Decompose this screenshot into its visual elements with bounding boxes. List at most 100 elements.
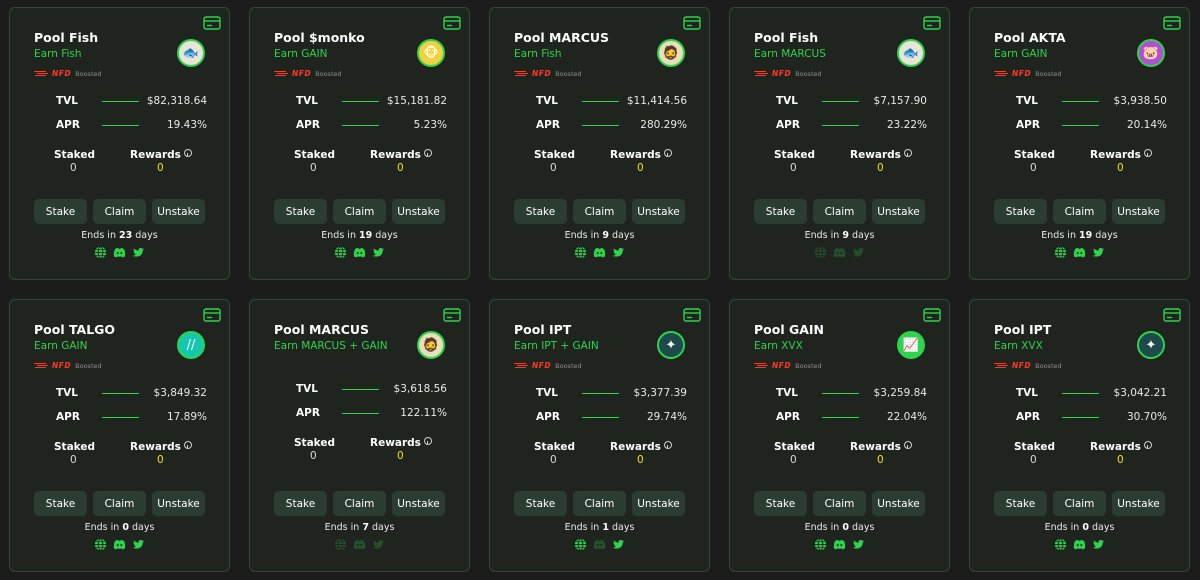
globe-icon[interactable]	[1054, 538, 1067, 551]
unstake-button[interactable]: Unstake	[152, 491, 205, 516]
discord-icon[interactable]	[593, 538, 606, 551]
credit-card-icon[interactable]	[203, 16, 221, 30]
token-glyph: 🐵	[423, 45, 439, 61]
boost-badge: NFD Boosted	[754, 361, 822, 370]
ends-days: 9	[842, 230, 849, 241]
stake-button[interactable]: Stake	[754, 491, 807, 516]
akta-token-icon: 🐷	[1137, 39, 1165, 67]
twitter-icon[interactable]	[612, 538, 625, 551]
discord-icon[interactable]	[353, 538, 366, 551]
stake-button[interactable]: Stake	[514, 199, 567, 224]
claim-button[interactable]: Claim	[813, 199, 866, 224]
info-icon[interactable]	[1143, 441, 1152, 449]
stake-button[interactable]: Stake	[994, 491, 1047, 516]
tvl-label: TVL	[1016, 95, 1038, 107]
discord-icon[interactable]	[833, 246, 846, 259]
apr-label: APR	[56, 411, 80, 423]
stake-button[interactable]: Stake	[514, 491, 567, 516]
globe-icon[interactable]	[334, 538, 347, 551]
apr-label: APR	[1016, 119, 1040, 131]
credit-card-icon[interactable]	[1163, 16, 1181, 30]
claim-button[interactable]: Claim	[1053, 491, 1106, 516]
info-icon[interactable]	[423, 149, 432, 157]
twitter-icon[interactable]	[612, 246, 625, 259]
twitter-icon[interactable]	[372, 246, 385, 259]
claim-button[interactable]: Claim	[93, 199, 146, 224]
twitter-icon[interactable]	[852, 246, 865, 259]
twitter-icon[interactable]	[852, 538, 865, 551]
credit-card-icon[interactable]	[443, 16, 461, 30]
staked-value: 0	[790, 162, 797, 174]
discord-icon[interactable]	[593, 246, 606, 259]
claim-button[interactable]: Claim	[93, 491, 146, 516]
globe-icon[interactable]	[814, 538, 827, 551]
unstake-button[interactable]: Unstake	[632, 491, 685, 516]
stake-button[interactable]: Stake	[274, 491, 327, 516]
claim-button[interactable]: Claim	[333, 199, 386, 224]
info-icon[interactable]	[423, 437, 432, 445]
info-icon[interactable]	[663, 441, 672, 449]
claim-button[interactable]: Claim	[1053, 199, 1106, 224]
unstake-button[interactable]: Unstake	[1112, 491, 1165, 516]
info-icon[interactable]	[183, 441, 192, 449]
info-icon[interactable]	[1143, 149, 1152, 157]
social-links	[490, 538, 709, 551]
credit-card-icon[interactable]	[923, 308, 941, 322]
globe-icon[interactable]	[1054, 246, 1067, 259]
discord-icon[interactable]	[353, 246, 366, 259]
twitter-icon[interactable]	[132, 538, 145, 551]
credit-card-icon[interactable]	[1163, 308, 1181, 322]
info-icon[interactable]	[663, 149, 672, 157]
discord-icon[interactable]	[833, 538, 846, 551]
claim-button[interactable]: Claim	[573, 199, 626, 224]
claim-button[interactable]: Claim	[573, 491, 626, 516]
unstake-button[interactable]: Unstake	[872, 199, 925, 224]
discord-icon[interactable]	[1073, 246, 1086, 259]
apr-divider	[582, 417, 619, 418]
info-icon[interactable]	[183, 149, 192, 157]
unstake-button[interactable]: Unstake	[392, 199, 445, 224]
social-links	[10, 246, 229, 259]
credit-card-icon[interactable]	[443, 308, 461, 322]
tvl-divider	[822, 393, 859, 394]
twitter-icon[interactable]	[132, 246, 145, 259]
globe-icon[interactable]	[574, 538, 587, 551]
globe-icon[interactable]	[94, 246, 107, 259]
stake-button[interactable]: Stake	[994, 199, 1047, 224]
unstake-button[interactable]: Unstake	[392, 491, 445, 516]
globe-icon[interactable]	[94, 538, 107, 551]
token-glyph: 🐷	[1142, 45, 1160, 61]
stake-button[interactable]: Stake	[34, 491, 87, 516]
credit-card-icon[interactable]	[683, 308, 701, 322]
rewards-text: Rewards	[610, 441, 661, 453]
credit-card-icon[interactable]	[203, 308, 221, 322]
credit-card-icon[interactable]	[923, 16, 941, 30]
globe-icon[interactable]	[574, 246, 587, 259]
claim-button[interactable]: Claim	[333, 491, 386, 516]
unstake-button[interactable]: Unstake	[1112, 199, 1165, 224]
discord-icon[interactable]	[113, 538, 126, 551]
social-links	[250, 538, 469, 551]
discord-icon[interactable]	[1073, 538, 1086, 551]
tvl-divider	[1062, 101, 1099, 102]
info-icon[interactable]	[903, 149, 912, 157]
fish-token-icon: 🐟	[897, 39, 925, 67]
info-icon[interactable]	[903, 441, 912, 449]
stake-button[interactable]: Stake	[274, 199, 327, 224]
boosted-label: Boosted	[555, 69, 582, 78]
stake-button[interactable]: Stake	[754, 199, 807, 224]
twitter-icon[interactable]	[1092, 246, 1105, 259]
discord-icon[interactable]	[113, 246, 126, 259]
unstake-button[interactable]: Unstake	[632, 199, 685, 224]
claim-button[interactable]: Claim	[813, 491, 866, 516]
unstake-button[interactable]: Unstake	[152, 199, 205, 224]
boost-tag: NFD	[532, 361, 552, 370]
stake-button[interactable]: Stake	[34, 199, 87, 224]
credit-card-icon[interactable]	[683, 16, 701, 30]
globe-icon[interactable]	[814, 246, 827, 259]
staked-rewards-row: Staked 0 Rewards 0	[250, 437, 469, 463]
globe-icon[interactable]	[334, 246, 347, 259]
twitter-icon[interactable]	[1092, 538, 1105, 551]
twitter-icon[interactable]	[372, 538, 385, 551]
unstake-button[interactable]: Unstake	[872, 491, 925, 516]
